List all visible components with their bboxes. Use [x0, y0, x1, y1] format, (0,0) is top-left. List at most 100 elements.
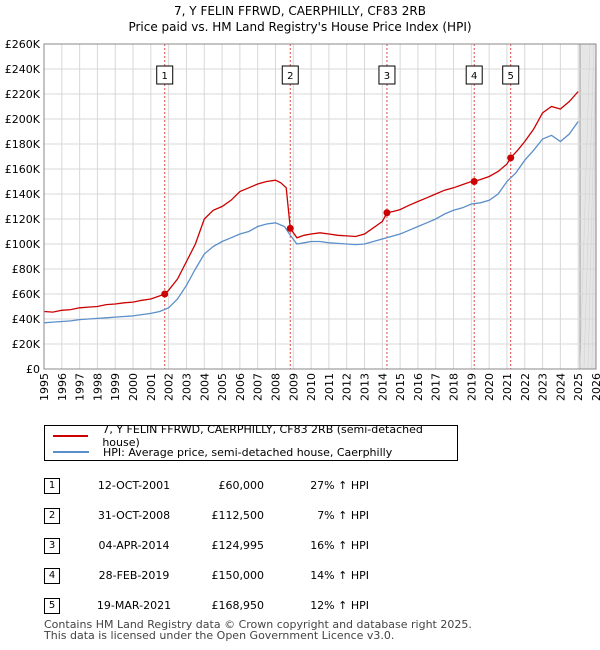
y-tick-label: £180K: [5, 138, 41, 151]
sale-price: £168,950: [211, 599, 265, 612]
sale-hpi-diff: 14% ↑ HPI: [310, 569, 369, 582]
sale-number-badge: 5: [44, 598, 60, 614]
y-tick-label: £260K: [5, 38, 41, 51]
x-tick-label: 2010: [305, 373, 318, 401]
sale-point: [286, 224, 294, 232]
sale-number-badge: 4: [44, 568, 60, 584]
legend-swatch-hpi: [53, 451, 89, 453]
x-tick-label: 2021: [501, 373, 514, 401]
sale-number-badge: 2: [44, 508, 60, 524]
x-tick-label: 2019: [465, 373, 478, 401]
y-tick-label: £40K: [12, 313, 41, 326]
x-tick-label: 1996: [56, 373, 69, 401]
x-tick-label: 1995: [38, 373, 51, 401]
y-tick-label: £120K: [5, 213, 41, 226]
x-tick-label: 2006: [234, 373, 247, 401]
legend-swatch-property: [53, 435, 89, 437]
sale-marker-label: 5: [508, 71, 514, 82]
sale-date: 31-OCT-2008: [97, 509, 171, 522]
y-tick-label: £240K: [5, 63, 41, 76]
future-hatch: [583, 43, 595, 370]
sale-marker-label: 3: [384, 71, 390, 82]
x-tick-label: 2022: [519, 373, 532, 401]
hpi-line: [43, 121, 579, 324]
sale-number-badge: 1: [44, 478, 60, 494]
plot-area: [44, 44, 596, 369]
x-tick-label: 2016: [412, 373, 425, 401]
property-price-line: [43, 91, 579, 313]
legend-item-hpi: HPI: Average price, semi-detached house,…: [53, 444, 392, 460]
plot-border: [43, 43, 597, 370]
x-tick-label: 2017: [430, 373, 443, 401]
sale-date: 12-OCT-2001: [97, 479, 171, 492]
table-row: 2 31-OCT-2008 £112,500 7% ↑ HPI: [44, 506, 444, 526]
sale-price: £60,000: [218, 479, 265, 492]
sale-price: £150,000: [211, 569, 265, 582]
chart-subtitle: Price paid vs. HM Land Registry's House …: [128, 20, 471, 34]
y-tick-label: £220K: [5, 88, 41, 101]
sale-hpi-diff: 27% ↑ HPI: [310, 479, 369, 492]
footer-licence: This data is licensed under the Open Gov…: [44, 629, 395, 642]
sale-point: [383, 209, 391, 217]
x-tick-label: 2009: [287, 373, 300, 401]
x-tick-label: 2008: [269, 373, 282, 401]
x-tick-label: 2025: [572, 373, 585, 401]
y-tick-label: £60K: [12, 288, 41, 301]
x-tick-label: 1997: [74, 373, 87, 401]
y-tick-label: £100K: [5, 238, 41, 251]
sale-marker-label: 1: [162, 71, 168, 82]
x-tick-label: 2007: [252, 373, 265, 401]
x-tick-label: 2023: [537, 373, 550, 401]
footer-copyright: Contains HM Land Registry data © Crown c…: [44, 618, 472, 631]
y-tick-label: £80K: [12, 263, 41, 276]
x-tick-label: 2002: [163, 373, 176, 401]
sale-marker-box: [281, 65, 299, 85]
x-tick-label: 2026: [590, 373, 600, 401]
sale-point: [470, 178, 478, 185]
x-tick-label: 2013: [359, 373, 372, 401]
legend-label-hpi: HPI: Average price, semi-detached house,…: [103, 445, 393, 459]
y-tick-label: £140K: [5, 188, 41, 201]
sale-marker-label: 2: [287, 71, 293, 82]
sale-point: [161, 290, 169, 298]
x-tick-label: 2012: [341, 373, 354, 401]
x-tick-label: 2001: [145, 373, 158, 401]
x-tick-label: 2004: [198, 373, 211, 401]
x-tick-label: 2024: [554, 373, 567, 401]
y-tick-label: £200K: [5, 113, 41, 126]
table-row: 1 12-OCT-2001 £60,000 27% ↑ HPI: [44, 476, 444, 496]
future-hatch: [579, 43, 591, 370]
y-tick-label: £160K: [5, 163, 41, 176]
legend: 7, Y FELIN FFRWD, CAERPHILLY, CF83 2RB (…: [44, 423, 458, 461]
x-tick-label: 2000: [127, 373, 140, 401]
future-hatch: [587, 43, 597, 370]
chart-title: 7, Y FELIN FFRWD, CAERPHILLY, CF83 2RB: [174, 4, 426, 18]
sale-hpi-diff: 7% ↑ HPI: [317, 509, 369, 522]
sale-number-badge: 3: [44, 538, 60, 554]
x-tick-label: 2018: [448, 373, 461, 401]
future-hatch: [591, 43, 597, 370]
x-tick-label: 2011: [323, 373, 336, 401]
sale-date: 28-FEB-2019: [98, 569, 170, 582]
y-tick-label: £0: [26, 363, 40, 376]
x-tick-label: 2003: [180, 373, 193, 401]
price-chart: 7, Y FELIN FFRWD, CAERPHILLY, CF83 2RB Pr…: [5, 4, 600, 401]
x-tick-label: 2014: [376, 373, 389, 401]
sale-price: £112,500: [211, 509, 265, 522]
x-tick-label: 2015: [394, 373, 407, 401]
footer: Contains HM Land Registry data © Crown c…: [44, 619, 472, 641]
sale-hpi-diff: 12% ↑ HPI: [310, 599, 369, 612]
sale-marker-box: [156, 65, 174, 85]
sale-marker-box: [465, 65, 483, 85]
y-tick-label: £20K: [12, 338, 41, 351]
sale-marker-box: [502, 65, 520, 85]
x-tick-label: 1999: [109, 373, 122, 401]
table-row: 3 04-APR-2014 £124,995 16% ↑ HPI: [44, 536, 444, 556]
table-row: 5 19-MAR-2021 £168,950 12% ↑ HPI: [44, 596, 444, 616]
x-tick-label: 2005: [216, 373, 229, 401]
sale-date: 04-APR-2014: [98, 539, 170, 552]
sale-marker-label: 4: [471, 71, 477, 82]
legend-label-property: 7, Y FELIN FFRWD, CAERPHILLY, CF83 2RB (…: [102, 423, 423, 449]
sale-hpi-diff: 16% ↑ HPI: [310, 539, 369, 552]
legend-item-property: 7, Y FELIN FFRWD, CAERPHILLY, CF83 2RB (…: [53, 423, 457, 449]
